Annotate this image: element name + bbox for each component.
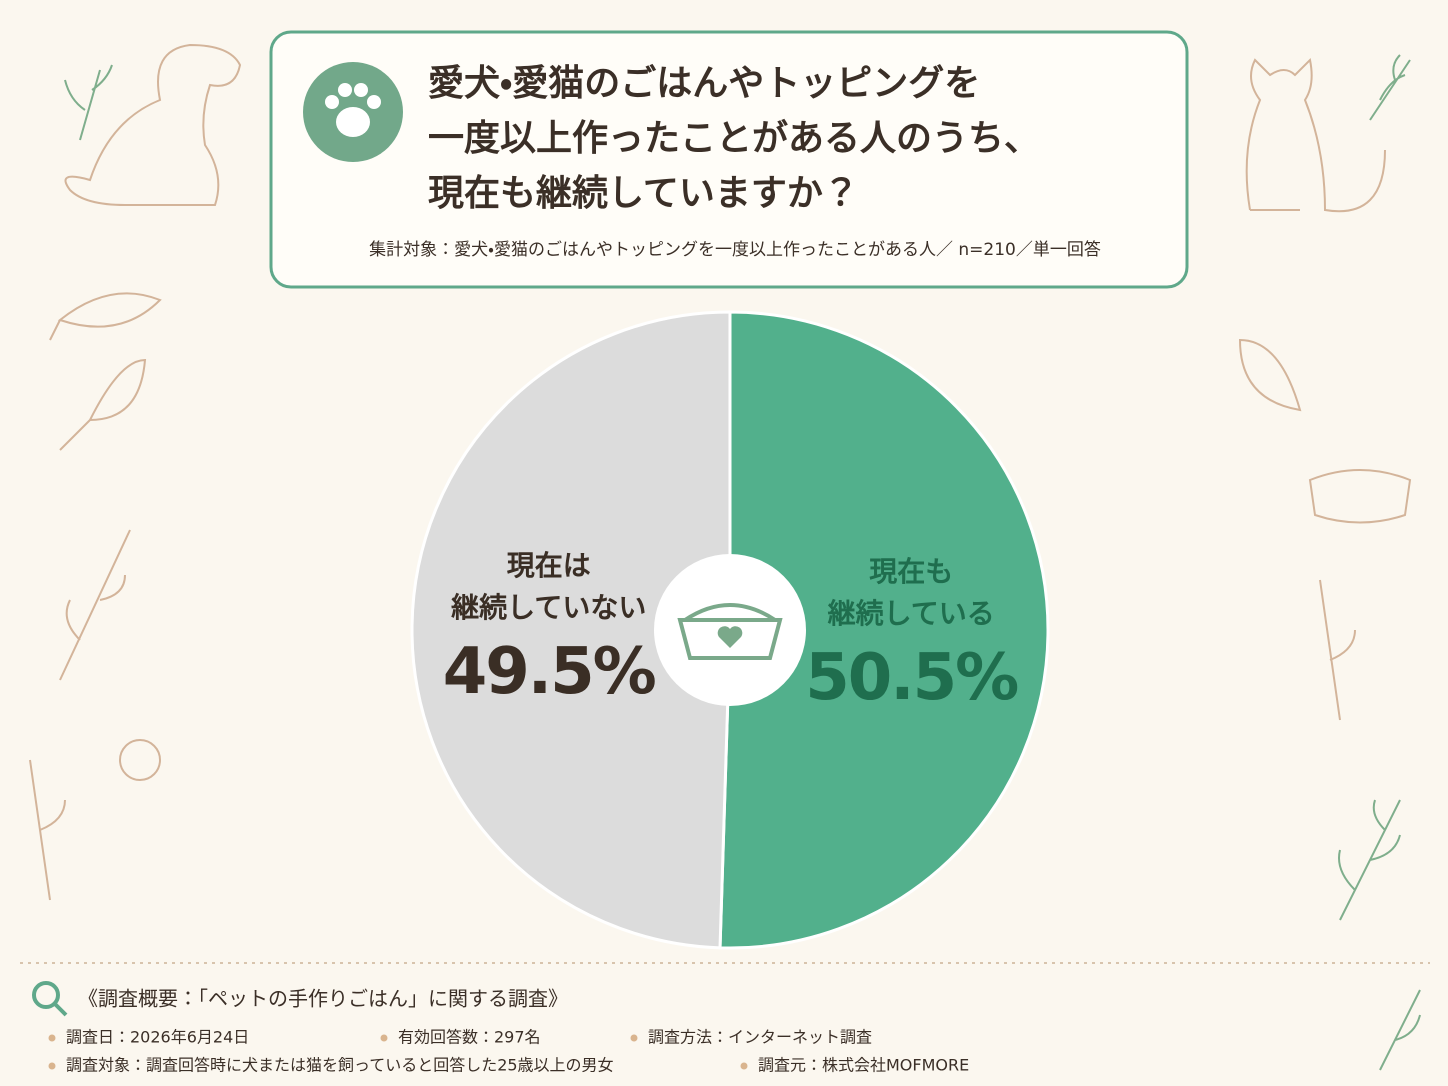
survey-item: 調査日：2026年6月24日 [66, 1028, 249, 1047]
title-line: 現在も継続していますか？ [428, 173, 859, 214]
bullet [740, 1062, 748, 1070]
bullet [48, 1062, 56, 1070]
slice-label: 現在は 継続していない 49.5% [442, 545, 657, 710]
value-label: 50.5% [805, 640, 1019, 715]
pie-slice [718, 310, 1050, 950]
category-label: 現在は 継続していない [451, 549, 647, 625]
bowl-icon [677, 603, 783, 660]
survey-items: 調査日：2026年6月24日 有効回答数：297名 調査方法：インターネット調査調査… [48, 1028, 969, 1075]
bullet [630, 1034, 638, 1042]
survey-item: 調査方法：インターネット調査 [648, 1028, 872, 1047]
survey-item: 調査対象：調査回答時に犬または猫を飼っていると回答した25歳以上の男女 [66, 1056, 614, 1075]
survey-item: 調査元：株式会社MOFMORE [758, 1056, 969, 1075]
paw [325, 83, 381, 137]
subtitle: 集計対象：愛犬・愛猫のごはんやトッピングを一度以上作ったことがある人／ n=21… [369, 239, 1101, 260]
survey-heading: 《調査概要：「ペットの手作りごはん」に関する調査》 [78, 987, 568, 1011]
survey-item: 有効回答数：297名 [398, 1028, 541, 1047]
search-icon [32, 981, 60, 1009]
bullet [48, 1034, 56, 1042]
bullet [380, 1034, 388, 1042]
decorations [29, 43, 1421, 1071]
pie-slice [410, 310, 732, 950]
value-label: 49.5% [442, 635, 657, 710]
title-line: 愛犬・愛猫のごはんやトッピングを [428, 63, 980, 104]
search-icon [53, 1002, 68, 1017]
pie [410, 310, 1050, 950]
title-box [269, 30, 1189, 289]
title-line: 一度以上作ったことがある人のうち、 [428, 118, 1040, 159]
category-label: 現在も 継続している [827, 554, 995, 630]
slice-label: 現在も 継続している 50.5% [805, 551, 1019, 715]
heart-icon [717, 626, 743, 648]
